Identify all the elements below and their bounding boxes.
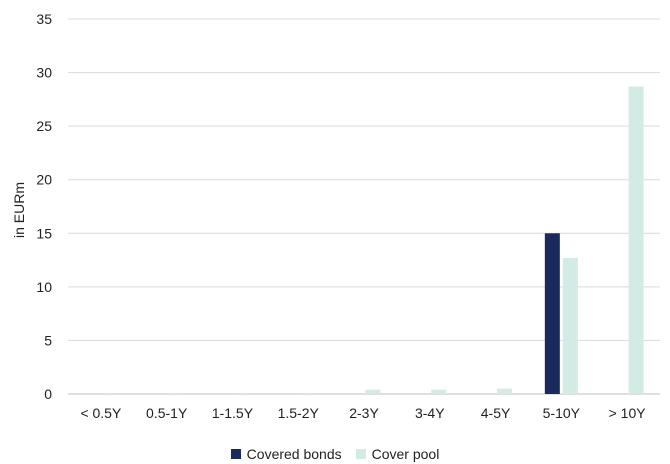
- legend-item-covered-bonds: Covered bonds: [230, 446, 342, 462]
- bar-cover-pool-6: [497, 388, 513, 394]
- bar-cover-pool-2: [233, 392, 249, 394]
- gridlines: [68, 18, 660, 395]
- y-tick-label-20: 20: [36, 172, 52, 188]
- bars: [102, 86, 644, 394]
- legend: Covered bonds Cover pool: [0, 444, 670, 464]
- y-tick-label-10: 10: [36, 279, 52, 295]
- bar-cover-pool-8: [628, 86, 644, 394]
- y-tick-label-5: 5: [44, 332, 52, 348]
- y-tick-label-35: 35: [36, 11, 52, 27]
- y-tick-label-15: 15: [36, 225, 52, 241]
- x-tick-label-7: 5-10Y: [543, 405, 581, 421]
- x-tick-label-8: > 10Y: [609, 405, 647, 421]
- bar-cover-pool-7: [562, 257, 578, 394]
- y-tick-label-30: 30: [36, 65, 52, 81]
- bar-covered-bonds-7: [544, 233, 560, 394]
- bar-cover-pool-5: [431, 389, 447, 394]
- x-axis-ticks: < 0.5Y 0.5-1Y 1-1.5Y 1.5-2Y 2-3Y 3-4Y 4-5Y 5-10…: [80, 405, 646, 421]
- y-tick-label-25: 25: [36, 118, 52, 134]
- legend-label-covered-bonds: Covered bonds: [246, 446, 342, 462]
- legend-label-cover-pool: Cover pool: [371, 446, 440, 462]
- y-tick-label-0: 0: [44, 386, 52, 402]
- x-tick-label-4: 2-3Y: [349, 405, 379, 421]
- legend-swatch-cover-pool: [355, 449, 366, 459]
- legend-swatch-covered-bonds: [230, 449, 241, 459]
- bar-cover-pool-1: [168, 392, 184, 394]
- x-tick-label-0: < 0.5Y: [80, 405, 122, 421]
- x-tick-label-1: 0.5-1Y: [146, 405, 188, 421]
- x-tick-label-6: 4-5Y: [481, 405, 511, 421]
- x-tick-label-3: 1.5-2Y: [278, 405, 320, 421]
- x-tick-label-5: 3-4Y: [415, 405, 445, 421]
- y-axis-ticks: 0 5 10 15 20 25 30 35: [36, 11, 52, 402]
- legend-item-cover-pool: Cover pool: [355, 446, 440, 462]
- bar-chart: 0 5 10 15 20 25 30 35 < 0.5Y 0.5-1Y 1-1.5Y 1.5-2Y 2…: [11, 11, 660, 421]
- bar-cover-pool-0: [102, 392, 118, 394]
- y-axis-label: in EURm: [11, 182, 27, 238]
- x-tick-label-2: 1-1.5Y: [212, 405, 254, 421]
- bar-cover-pool-3: [299, 392, 315, 394]
- bar-cover-pool-4: [365, 389, 381, 394]
